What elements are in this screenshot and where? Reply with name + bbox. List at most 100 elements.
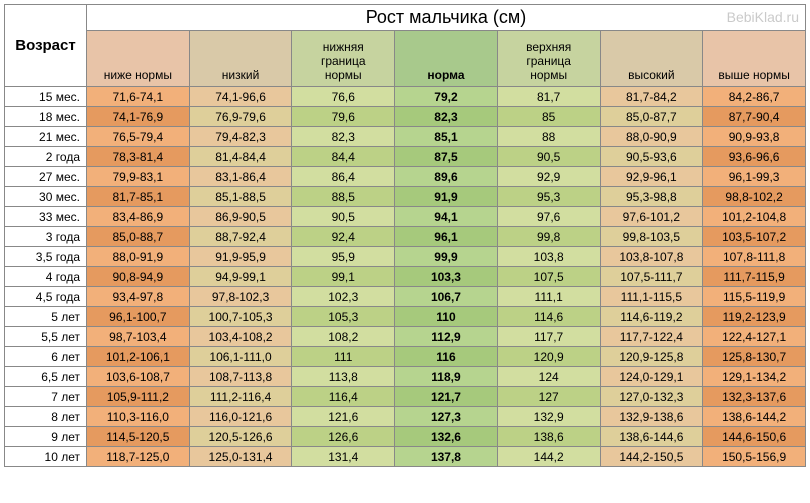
value-cell: 92,9 (497, 167, 600, 187)
value-cell: 116,0-121,6 (189, 407, 292, 427)
age-cell: 3 года (5, 227, 87, 247)
value-cell: 84,2-86,7 (703, 87, 806, 107)
table-row: 10 лет118,7-125,0125,0-131,4131,4137,814… (5, 447, 806, 467)
value-cell: 99,8 (497, 227, 600, 247)
value-cell: 105,3 (292, 307, 395, 327)
table-row: 4 года90,8-94,994,9-99,199,1103,3107,510… (5, 267, 806, 287)
value-cell: 132,6 (395, 427, 498, 447)
value-cell: 103,6-108,7 (87, 367, 190, 387)
table-row: 33 мес.83,4-86,986,9-90,590,594,197,697,… (5, 207, 806, 227)
value-cell: 79,4-82,3 (189, 127, 292, 147)
value-cell: 113,8 (292, 367, 395, 387)
age-cell: 18 мес. (5, 107, 87, 127)
age-cell: 10 лет (5, 447, 87, 467)
value-cell: 116 (395, 347, 498, 367)
value-cell: 90,5 (497, 147, 600, 167)
age-cell: 5 лет (5, 307, 87, 327)
value-cell: 81,7-84,2 (600, 87, 703, 107)
table-row: 3 года85,0-88,788,7-92,492,496,199,899,8… (5, 227, 806, 247)
value-cell: 126,6 (292, 427, 395, 447)
age-cell: 4,5 года (5, 287, 87, 307)
value-cell: 111,7-115,9 (703, 267, 806, 287)
column-header: выше нормы (703, 31, 806, 87)
age-cell: 6,5 лет (5, 367, 87, 387)
value-cell: 95,9 (292, 247, 395, 267)
value-cell: 90,5-93,6 (600, 147, 703, 167)
value-cell: 120,5-126,6 (189, 427, 292, 447)
value-cell: 71,6-74,1 (87, 87, 190, 107)
value-cell: 132,9 (497, 407, 600, 427)
value-cell: 92,4 (292, 227, 395, 247)
value-cell: 117,7 (497, 327, 600, 347)
value-cell: 111,2-116,4 (189, 387, 292, 407)
value-cell: 117,7-122,4 (600, 327, 703, 347)
value-cell: 78,3-81,4 (87, 147, 190, 167)
value-cell: 111,1-115,5 (600, 287, 703, 307)
value-cell: 118,7-125,0 (87, 447, 190, 467)
value-cell: 120,9-125,8 (600, 347, 703, 367)
value-cell: 129,1-134,2 (703, 367, 806, 387)
value-cell: 81,7 (497, 87, 600, 107)
value-cell: 119,2-123,9 (703, 307, 806, 327)
value-cell: 132,3-137,6 (703, 387, 806, 407)
column-header: низкий (189, 31, 292, 87)
value-cell: 115,5-119,9 (703, 287, 806, 307)
age-cell: 27 мес. (5, 167, 87, 187)
value-cell: 125,8-130,7 (703, 347, 806, 367)
table-row: 3,5 года88,0-91,991,9-95,995,999,9103,81… (5, 247, 806, 267)
value-cell: 83,4-86,9 (87, 207, 190, 227)
value-cell: 93,6-96,6 (703, 147, 806, 167)
age-cell: 4 года (5, 267, 87, 287)
table-row: 6 лет101,2-106,1106,1-111,0111116120,912… (5, 347, 806, 367)
value-cell: 138,6-144,6 (600, 427, 703, 447)
value-cell: 88,0-90,9 (600, 127, 703, 147)
value-cell: 103,5-107,2 (703, 227, 806, 247)
value-cell: 85,1-88,5 (189, 187, 292, 207)
age-cell: 5,5 лет (5, 327, 87, 347)
age-cell: 6 лет (5, 347, 87, 367)
value-cell: 92,9-96,1 (600, 167, 703, 187)
value-cell: 138,6 (497, 427, 600, 447)
value-cell: 82,3 (292, 127, 395, 147)
column-header: ниже нормы (87, 31, 190, 87)
age-cell: 3,5 года (5, 247, 87, 267)
value-cell: 96,1-99,3 (703, 167, 806, 187)
value-cell: 107,5-111,7 (600, 267, 703, 287)
value-cell: 108,2 (292, 327, 395, 347)
value-cell: 81,4-84,4 (189, 147, 292, 167)
age-cell: 2 года (5, 147, 87, 167)
value-cell: 132,9-138,6 (600, 407, 703, 427)
value-cell: 74,1-76,9 (87, 107, 190, 127)
value-cell: 86,4 (292, 167, 395, 187)
value-cell: 85,0-88,7 (87, 227, 190, 247)
value-cell: 150,5-156,9 (703, 447, 806, 467)
value-cell: 111,1 (497, 287, 600, 307)
value-cell: 112,9 (395, 327, 498, 347)
value-cell: 97,6 (497, 207, 600, 227)
value-cell: 90,8-94,9 (87, 267, 190, 287)
value-cell: 127,3 (395, 407, 498, 427)
value-cell: 125,0-131,4 (189, 447, 292, 467)
value-cell: 86,9-90,5 (189, 207, 292, 227)
value-cell: 90,5 (292, 207, 395, 227)
value-cell: 81,7-85,1 (87, 187, 190, 207)
value-cell: 85,0-87,7 (600, 107, 703, 127)
value-cell: 74,1-96,6 (189, 87, 292, 107)
title-text: Рост мальчика (см) (366, 7, 527, 27)
value-cell: 85,1 (395, 127, 498, 147)
table-row: 27 мес.79,9-83,183,1-86,486,489,692,992,… (5, 167, 806, 187)
value-cell: 100,7-105,3 (189, 307, 292, 327)
value-cell: 87,7-90,4 (703, 107, 806, 127)
value-cell: 111 (292, 347, 395, 367)
age-cell: 33 мес. (5, 207, 87, 227)
value-cell: 79,2 (395, 87, 498, 107)
value-cell: 95,3-98,8 (600, 187, 703, 207)
watermark: BebiKlad.ru (727, 9, 799, 25)
value-cell: 121,7 (395, 387, 498, 407)
value-cell: 94,1 (395, 207, 498, 227)
value-cell: 93,4-97,8 (87, 287, 190, 307)
value-cell: 103,8 (497, 247, 600, 267)
value-cell: 98,7-103,4 (87, 327, 190, 347)
value-cell: 96,1 (395, 227, 498, 247)
value-cell: 101,2-106,1 (87, 347, 190, 367)
